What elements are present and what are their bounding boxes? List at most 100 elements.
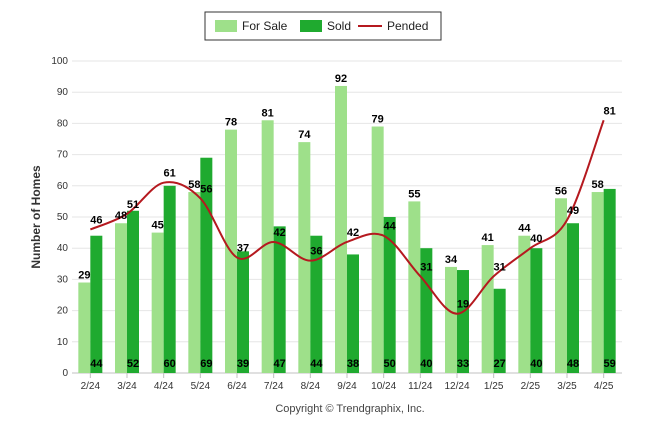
bar-sold (237, 251, 249, 373)
copyright-text: Copyright © Trendgraphix, Inc. (275, 403, 424, 415)
y-tick-label: 70 (57, 150, 69, 161)
label-for-sale: 55 (408, 188, 420, 200)
bar-sold (310, 235, 323, 373)
label-pended: 81 (604, 105, 616, 117)
label-sold: 48 (567, 358, 579, 370)
legend-label-pended: Pended (387, 19, 428, 33)
legend: For Sale Sold Pended (204, 11, 442, 41)
bar-sold (493, 288, 506, 373)
y-tick-label: 100 (51, 56, 68, 67)
legend-label-sold: Sold (327, 19, 351, 33)
pended-line-path (89, 119, 605, 315)
y-tick-label: 0 (62, 368, 68, 379)
label-pended: 46 (90, 214, 102, 226)
bar-sold (383, 217, 396, 373)
bar-sold (530, 248, 543, 373)
x-tick-label: 11/24 (408, 381, 433, 392)
y-tick-label: 20 (57, 306, 69, 317)
label-sold: 38 (347, 358, 359, 370)
label-sold: 60 (164, 358, 176, 370)
bar-sold (273, 226, 286, 373)
bar-for-sale (151, 232, 164, 373)
bar-sold (457, 270, 469, 373)
label-pended: 31 (420, 261, 432, 273)
label-sold: 59 (604, 358, 616, 370)
x-tick-label: 2/24 (81, 381, 101, 392)
y-tick-label: 80 (57, 118, 69, 129)
label-for-sale: 41 (482, 232, 494, 244)
label-for-sale: 45 (152, 220, 164, 232)
bar-for-sale (481, 245, 494, 373)
label-pended: 40 (530, 233, 542, 245)
bar-for-sale (335, 85, 347, 374)
label-sold: 47 (274, 358, 286, 370)
x-tick-label: 7/24 (264, 381, 284, 392)
label-for-sale: 74 (298, 129, 311, 141)
label-for-sale: 78 (225, 117, 237, 129)
label-sold: 33 (457, 358, 469, 370)
label-pended: 36 (310, 246, 322, 258)
label-for-sale: 79 (372, 114, 384, 126)
y-axis-title: Number of Homes (29, 165, 43, 269)
label-pended: 44 (384, 221, 397, 233)
label-for-sale: 92 (335, 73, 347, 85)
bar-for-sale (591, 192, 604, 373)
bar-for-sale (518, 235, 531, 373)
x-tick-label: 4/24 (154, 381, 174, 392)
label-for-sale: 56 (555, 185, 567, 197)
label-sold: 44 (90, 358, 103, 370)
label-for-sale: 58 (592, 179, 604, 191)
label-pended: 19 (457, 299, 469, 311)
legend-swatch-for-sale (215, 20, 237, 32)
label-pended: 42 (274, 227, 286, 239)
bar-sold (163, 185, 176, 373)
label-pended: 51 (127, 199, 139, 211)
label-sold: 52 (127, 358, 139, 370)
y-tick-label: 90 (57, 87, 69, 98)
label-pended: 42 (347, 227, 359, 239)
bar-for-sale (445, 266, 457, 373)
bar-for-sale (555, 198, 567, 373)
x-tick-label: 8/24 (301, 381, 321, 392)
x-tick-label: 6/24 (227, 381, 247, 392)
bar-sold (90, 235, 103, 373)
bar-for-sale (408, 201, 421, 373)
legend-swatch-sold (300, 20, 322, 32)
label-sold: 69 (200, 358, 212, 370)
bar-for-sale (78, 282, 91, 373)
x-tick-label: 5/24 (191, 381, 211, 392)
bar-for-sale (115, 223, 127, 373)
label-sold: 39 (237, 358, 249, 370)
label-for-sale: 44 (518, 223, 531, 235)
x-tick-label: 4/25 (594, 381, 614, 392)
x-tick-label: 3/25 (557, 381, 577, 392)
x-tick-label: 9/24 (337, 381, 357, 392)
bar-sold (603, 188, 616, 373)
y-tick-label: 40 (57, 243, 69, 254)
label-for-sale: 29 (78, 270, 90, 282)
bar-sold (127, 210, 139, 373)
x-tick-label: 12/24 (444, 381, 469, 392)
y-tick-label: 10 (57, 337, 69, 348)
label-for-sale: 58 (188, 179, 200, 191)
y-tick-label: 30 (57, 274, 69, 285)
label-sold: 40 (530, 358, 542, 370)
x-tick-label: 2/25 (521, 381, 541, 392)
x-tick-label: 10/24 (371, 381, 396, 392)
label-pended: 37 (237, 243, 249, 255)
label-for-sale: 34 (445, 254, 458, 266)
label-pended: 61 (164, 168, 176, 180)
label-pended: 31 (494, 261, 506, 273)
bar-for-sale (371, 126, 384, 374)
bar-sold (347, 254, 359, 373)
x-tick-label: 1/25 (484, 381, 504, 392)
label-sold: 40 (420, 358, 432, 370)
bar-for-sale (261, 120, 274, 373)
label-sold: 44 (310, 358, 323, 370)
label-for-sale: 48 (115, 210, 127, 222)
y-tick-label: 50 (57, 212, 69, 223)
data-labels: 29 44 46 48 52 51 45 60 61 58 69 56 78 39 37 81 47 42 74 44… (78, 73, 616, 370)
x-tick-label: 3/24 (117, 381, 137, 392)
legend-label-for-sale: For Sale (242, 19, 288, 33)
